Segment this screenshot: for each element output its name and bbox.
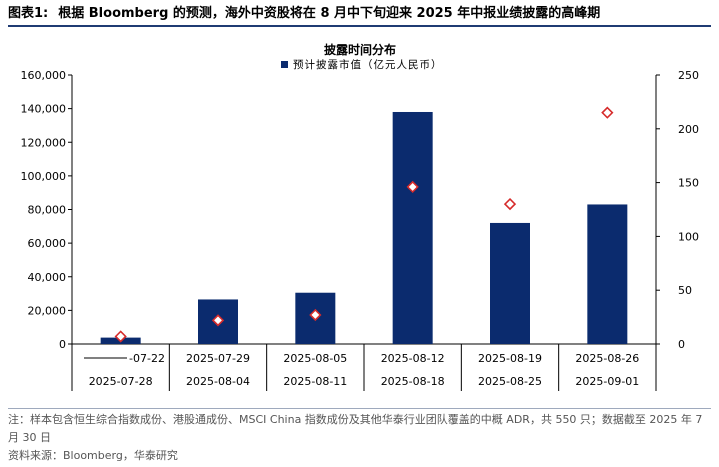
- x-tick-label-start: 2025-08-26: [575, 352, 639, 365]
- diamond-marker: [503, 197, 517, 211]
- figure-title: 图表1: 根据 Bloomberg 的预测，海外中资股将在 8 月中下旬迎来 20…: [8, 4, 708, 24]
- legend-label: 预计披露市值（亿元人民币）: [293, 58, 443, 71]
- marker-series: [114, 106, 614, 343]
- diamond-marker: [309, 308, 322, 322]
- bar: [587, 204, 628, 344]
- x-tick-label-start: 2025-08-19: [478, 352, 542, 365]
- y-left-tick-label: 40,000: [28, 271, 67, 284]
- x-tick-label-start: 2025-08-12: [381, 352, 445, 365]
- footer-divider: [8, 408, 711, 409]
- y-right-tick-label: 250: [678, 69, 699, 82]
- y-left-tick-label: 140,000: [21, 103, 67, 116]
- x-tick-label-start: 2025-08-05: [283, 352, 347, 365]
- x-tick-label-end: 2025-08-25: [478, 375, 542, 388]
- axes: 0 20,000 40,000 60,000 80,000 100,000 120,000 1…: [21, 69, 700, 351]
- chart: 披露时间分布 预计披露市值（亿元人民币） 0 20,000 40,000 60,000…: [21, 42, 700, 391]
- legend-swatch: [281, 61, 288, 68]
- y-right-tick-label: 50: [678, 284, 692, 297]
- x-tick-label-end: 2025-09-01: [575, 375, 639, 388]
- y-right-tick-label: 150: [678, 177, 699, 190]
- x-tick-label-end: 2025-07-28: [89, 375, 153, 388]
- bar: [490, 222, 530, 344]
- x-axis-labels: -07-22 2025-07-28 2025-07-29 2025-08-04 2025…: [71, 344, 657, 391]
- y-right-tick-label: 0: [678, 338, 685, 351]
- diamond-marker: [601, 106, 614, 119]
- diamond-marker: [406, 180, 419, 194]
- bar: [392, 111, 433, 344]
- diamond-marker: [211, 314, 225, 327]
- x-tick-label-end: 2025-08-18: [381, 375, 445, 388]
- x-tick-label-start: -07-22: [129, 352, 165, 365]
- y-right-tick-label: 100: [678, 230, 699, 243]
- x-tick-label-end: 2025-08-04: [186, 375, 250, 388]
- y-left-tick-label: 20,000: [28, 304, 67, 317]
- chart-title: 披露时间分布: [324, 42, 396, 57]
- y-left-tick-label: 80,000: [28, 204, 67, 217]
- bar-series: [100, 111, 628, 344]
- figure-title-text: 根据 Bloomberg 的预测，海外中资股将在 8 月中下旬迎来 2025 年…: [58, 6, 601, 21]
- y-left-tick-label: 0: [59, 338, 66, 351]
- source-line: 资料来源：Bloomberg，华泰研究: [8, 449, 178, 462]
- y-left-tick-label: 100,000: [21, 170, 67, 183]
- title-divider: [8, 25, 711, 27]
- y-right-tick-label: 200: [678, 123, 699, 136]
- figure-label: 图表1:: [8, 6, 49, 21]
- y-left-tick-label: 160,000: [21, 69, 67, 82]
- y-left-tick-label: 60,000: [28, 237, 67, 250]
- diamond-marker: [114, 330, 127, 343]
- y-left-tick-label: 120,000: [21, 136, 67, 149]
- footnote: 注：样本包含恒生综合指数成份、港股通成份、MSCI China 指数成份及其他华…: [8, 413, 703, 444]
- x-tick-label-start: 2025-07-29: [186, 352, 250, 365]
- x-tick-label-end: 2025-08-11: [283, 375, 347, 388]
